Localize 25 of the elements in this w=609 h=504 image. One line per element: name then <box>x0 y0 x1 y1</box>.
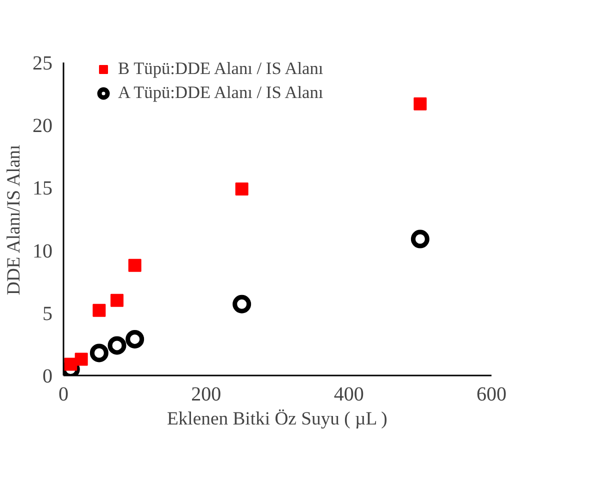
point <box>410 230 430 248</box>
y-tick-label: 25 <box>32 52 52 74</box>
legend-label: B Tüpü:DDE Alanı / IS Alanı <box>118 61 324 79</box>
x-axis-title: Eklenen Bitki Öz Suyu ( µL ) <box>166 408 388 430</box>
point <box>108 336 126 355</box>
point <box>414 97 427 110</box>
y-tick-label: 15 <box>32 178 52 200</box>
x-tick-label: 0 <box>58 384 68 406</box>
y-tick-label: 0 <box>42 366 52 388</box>
point <box>128 258 142 272</box>
x-tick-label: 200 <box>191 384 222 406</box>
point <box>126 330 144 348</box>
legend-label: A Tüpü:DDE Alanı / IS Alanı <box>118 83 324 103</box>
x-tick-label: 600 <box>476 384 506 406</box>
point <box>74 352 88 366</box>
point <box>232 294 252 314</box>
point <box>90 344 108 362</box>
point <box>110 294 124 307</box>
point <box>92 304 106 317</box>
x-tick-label: 400 <box>334 384 364 406</box>
y-tick-label: 10 <box>32 240 52 262</box>
point <box>235 182 248 196</box>
y-tick-label: 5 <box>42 302 52 325</box>
y-axis-title: DDE Alanı/IS Alanı <box>4 144 24 296</box>
y-tick-label: 20 <box>32 115 52 138</box>
